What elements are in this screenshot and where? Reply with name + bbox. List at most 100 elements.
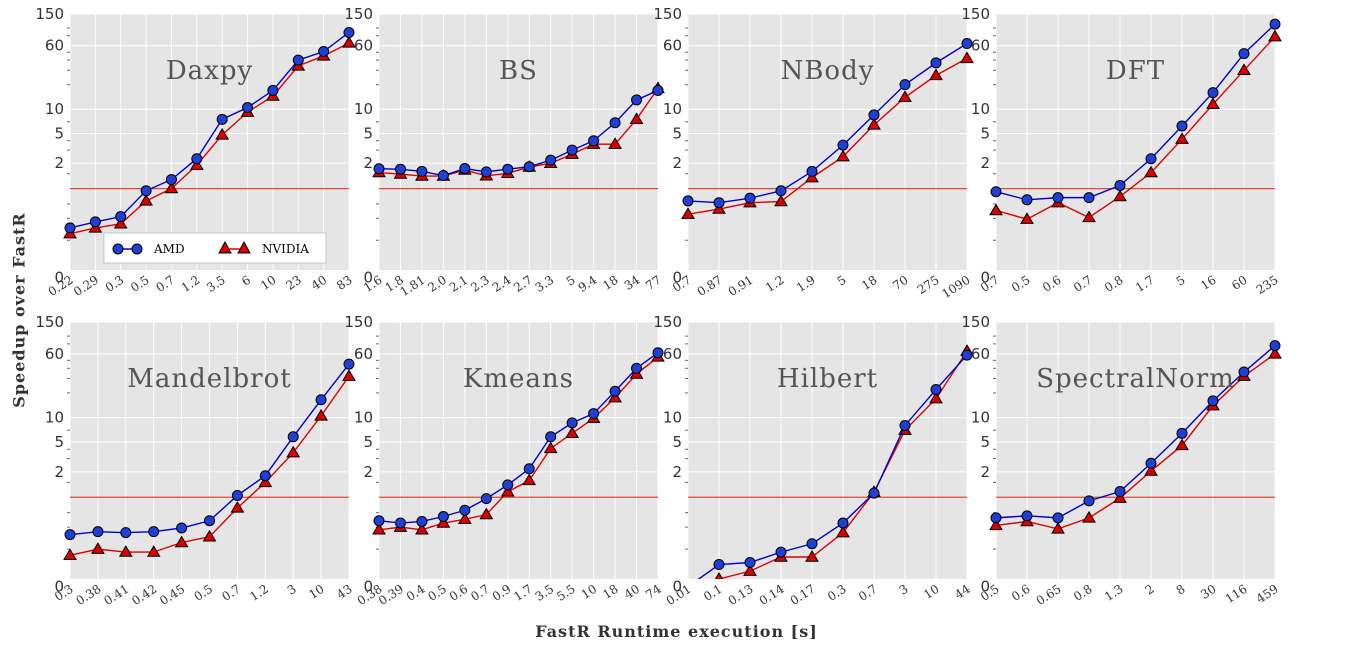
data-point-nvidia xyxy=(681,207,695,219)
data-point-amd xyxy=(588,408,600,420)
x-tick-label: 3 xyxy=(897,582,911,598)
x-tick-label: 74 xyxy=(643,582,664,602)
data-point-amd xyxy=(394,517,406,529)
data-point-nvidia xyxy=(118,545,133,557)
data-point-amd xyxy=(566,417,578,429)
y-tick-label: 150 xyxy=(653,313,682,331)
data-point-amd xyxy=(1207,395,1219,407)
legend-label-nvidia: NVIDIA xyxy=(262,242,309,256)
x-tick-label: 2.1 xyxy=(447,273,471,295)
x-tick-label: 10 xyxy=(579,582,599,602)
y-tick-label: 10 xyxy=(971,409,990,427)
x-tick-label: 30 xyxy=(1198,582,1218,602)
data-point-nvidia xyxy=(91,542,105,554)
x-tick-label: 2.7 xyxy=(511,273,535,295)
legend-marker-amd xyxy=(112,243,124,255)
x-tick-label: 0.5 xyxy=(191,582,215,604)
chart-title: SpectralNorm xyxy=(1036,364,1235,394)
x-tick-label: 60 xyxy=(1229,273,1249,293)
x-tick-label: 459 xyxy=(1254,582,1281,606)
data-point-amd xyxy=(775,185,787,197)
x-tick-label: 0.7 xyxy=(153,273,177,295)
y-tick-label: 150 xyxy=(653,5,682,23)
data-point-amd xyxy=(148,526,160,538)
legend-marker-nvidia xyxy=(218,240,232,254)
x-tick-label: 1.2 xyxy=(763,273,787,295)
data-point-amd xyxy=(459,163,471,175)
y-tick-label: 2 xyxy=(980,463,990,481)
x-tick-label: 2.4 xyxy=(490,273,514,295)
data-point-nvidia xyxy=(342,35,356,48)
data-point-nvidia xyxy=(714,572,724,579)
legend-marker-amd xyxy=(131,243,143,255)
legend: AMD NVIDIA xyxy=(103,232,327,264)
chart-panel-kmeans: 02510601500.380.390.40.50.60.70.91.73.55… xyxy=(344,313,665,608)
data-point-amd xyxy=(1207,87,1219,99)
y-tick-label: 10 xyxy=(663,409,682,427)
data-point-amd xyxy=(1269,340,1281,352)
x-tick-label: 16 xyxy=(1198,273,1218,293)
data-point-amd xyxy=(1238,366,1250,378)
x-tick-label: 0.8 xyxy=(1071,582,1095,604)
data-point-amd xyxy=(92,526,104,538)
data-point-amd xyxy=(806,538,818,550)
y-tick-label: 5 xyxy=(363,433,373,451)
data-point-amd xyxy=(837,517,849,529)
data-point-amd xyxy=(990,186,1002,198)
data-point-amd xyxy=(204,515,215,527)
series-line-nvidia xyxy=(716,350,968,579)
data-point-amd xyxy=(775,546,787,558)
chart-title: Hilbert xyxy=(777,364,878,394)
x-tick-label: 0.65 xyxy=(1034,582,1064,608)
series-line-nvidia xyxy=(687,57,968,215)
x-tick-label: 70 xyxy=(890,273,910,293)
data-point-amd xyxy=(631,362,643,374)
y-tick-label: 150 xyxy=(35,5,64,23)
x-tick-label: 6 xyxy=(239,273,253,289)
y-tick-label: 60 xyxy=(971,37,990,55)
data-point-nvidia xyxy=(500,484,515,497)
data-point-amd xyxy=(480,493,492,505)
data-point-nvidia xyxy=(1144,165,1158,178)
data-point-nvidia xyxy=(139,193,153,206)
data-point-amd xyxy=(502,163,514,175)
y-tick-label: 0 xyxy=(363,578,373,596)
data-point-amd xyxy=(961,38,973,50)
data-point-amd xyxy=(545,431,557,443)
data-point-nvidia xyxy=(1144,464,1158,476)
data-point-amd xyxy=(930,57,942,69)
x-tick-label: 2.0 xyxy=(425,273,449,295)
series-line-amd xyxy=(697,354,968,579)
data-point-amd xyxy=(115,211,127,223)
x-tick-label: 1.2 xyxy=(179,273,203,295)
data-point-amd xyxy=(292,54,304,66)
y-tick-label: 5 xyxy=(980,433,990,451)
data-point-nvidia xyxy=(1206,97,1220,109)
data-point-amd xyxy=(652,84,664,96)
chart-title: NBody xyxy=(781,56,875,86)
series-line-amd xyxy=(687,42,968,204)
x-tick-label: 0.45 xyxy=(157,582,187,608)
data-point-nvidia xyxy=(1175,132,1189,144)
data-point-nvidia xyxy=(712,202,726,214)
data-point-nvidia xyxy=(1237,63,1251,76)
x-tick-label: 83 xyxy=(334,273,354,293)
data-point-amd xyxy=(315,394,327,406)
data-point-nvidia xyxy=(342,369,356,381)
data-point-amd xyxy=(1052,512,1064,524)
data-point-nvidia xyxy=(113,216,128,229)
x-tick-label: 0.42 xyxy=(129,582,159,608)
data-point-amd xyxy=(566,144,578,156)
y-tick-label: 2 xyxy=(363,463,373,481)
data-point-amd xyxy=(416,165,428,177)
x-tick-label: 0.6 xyxy=(1009,582,1033,604)
data-point-amd xyxy=(1021,510,1033,522)
x-tick-label: 2.3 xyxy=(468,273,492,295)
data-point-amd xyxy=(343,26,355,38)
data-point-nvidia xyxy=(258,475,273,488)
data-point-amd xyxy=(165,174,177,186)
y-tick-label: 5 xyxy=(54,125,64,143)
